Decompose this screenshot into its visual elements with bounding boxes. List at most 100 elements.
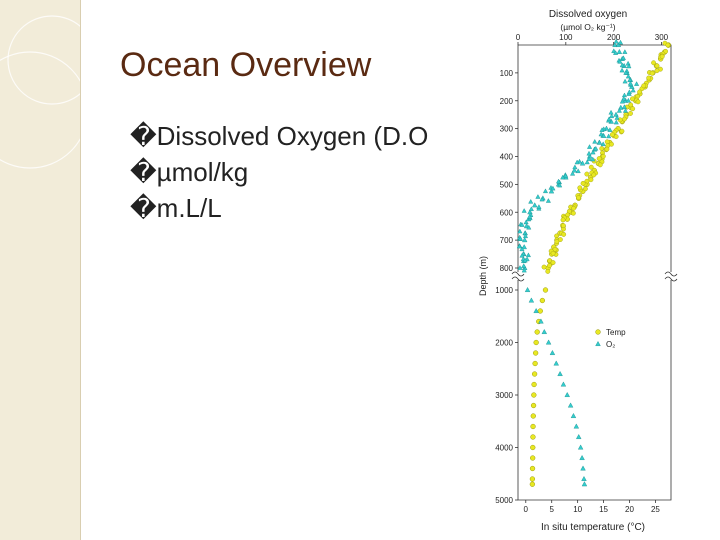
temperature-point (599, 146, 605, 151)
oxygen-point (619, 98, 625, 104)
temperature-tick-label: 5 (549, 505, 554, 514)
oxygen-point (622, 78, 628, 84)
temperature-point (630, 96, 635, 102)
oxygen-point (563, 173, 569, 178)
oxygen-point (619, 62, 625, 68)
temperature-point (600, 153, 606, 159)
temperature-tick-label: 15 (599, 505, 608, 514)
oxygen-point (592, 138, 598, 144)
temperature-point (550, 250, 556, 256)
oxygen-point (519, 222, 525, 227)
oxygen-point (517, 236, 523, 241)
oxygen-point (616, 108, 622, 113)
oxygen-point (574, 159, 580, 165)
oxygen-point (584, 159, 590, 165)
chart-legend: Temp O₂ (595, 328, 626, 349)
oxygen-point (523, 219, 529, 225)
temperature-point (588, 177, 594, 183)
oxygen-point (521, 244, 527, 250)
temperature-point (630, 106, 636, 112)
oxygen-point (580, 465, 586, 471)
oxygen-point (625, 60, 631, 66)
oxygen-point (579, 454, 585, 460)
temperature-point (554, 239, 560, 244)
oxygen-point (557, 182, 563, 188)
oxygen-point (590, 156, 596, 162)
oxygen-point (634, 81, 640, 86)
axis-break-mark (511, 271, 525, 282)
temperature-axis-title: In situ temperature (°C) (541, 522, 645, 533)
oxygen-point (553, 360, 559, 366)
temperature-point (541, 264, 547, 270)
oxygen-point (607, 127, 613, 132)
oxygen-point (541, 328, 548, 334)
depth-tick-label: 4000 (495, 444, 513, 453)
temperature-point (580, 180, 586, 186)
oxygen-point (533, 307, 539, 313)
depth-tick-label: 600 (500, 208, 514, 217)
oxygen-point (577, 444, 584, 450)
oxygen-point (627, 80, 634, 86)
oxygen-point (575, 433, 582, 439)
depth-tick-label: 300 (500, 125, 514, 134)
depth-tick-label: 200 (500, 97, 514, 106)
temperature-point (577, 185, 583, 191)
oxygen-point (522, 257, 528, 263)
oxygen-point (590, 149, 596, 155)
temperature-tick-label: 25 (651, 505, 660, 514)
oxygen-point (620, 55, 626, 61)
temperature-point (597, 162, 603, 168)
oxygen-point (626, 63, 632, 69)
oxygen-point (613, 119, 619, 125)
oxygen-point (524, 286, 531, 292)
temperature-point (604, 146, 610, 152)
depth-tick-label: 5000 (495, 496, 513, 505)
temperature-point (609, 132, 615, 137)
oxygen-point (615, 41, 622, 47)
oxygen-point (622, 49, 628, 54)
band-divider (80, 0, 81, 540)
temperature-point (545, 269, 551, 274)
oxygen-point (587, 144, 593, 149)
oxygen-point (548, 188, 555, 194)
temperature-point (588, 164, 594, 170)
oxygen-point (613, 38, 619, 44)
oxygen-point (606, 133, 612, 139)
depth-tick-label: 700 (500, 236, 514, 245)
temperature-point (646, 75, 652, 81)
oxygen-point (528, 206, 534, 211)
oxygen-point (601, 133, 607, 138)
temperature-point (604, 139, 610, 145)
oxygen-point (600, 141, 606, 147)
oxygen-point (521, 237, 528, 243)
temperature-point (576, 195, 581, 201)
oxygen-point (519, 246, 525, 252)
oxygen-point (571, 167, 578, 173)
temperature-point (531, 371, 538, 377)
bullet-item: �µmol/kg (130, 157, 249, 187)
oxygen-point (630, 87, 636, 93)
temperature-tick-label: 0 (524, 505, 529, 514)
depth-tick-label: 400 (500, 153, 514, 162)
oxygen-point (560, 174, 566, 180)
oxygen-point (521, 263, 527, 268)
oxygen-tick-label: 300 (655, 33, 669, 42)
oxygen-point (570, 412, 577, 418)
oxygen-point (517, 228, 523, 234)
temperature-point (619, 128, 625, 134)
oxygen-point (526, 224, 532, 230)
temperature-point (571, 205, 576, 211)
temperature-point (641, 83, 647, 89)
temperature-point (530, 455, 536, 461)
oxygen-point (542, 188, 549, 194)
oxygen-point (573, 423, 580, 429)
temperature-point (530, 434, 536, 440)
oxygen-point (625, 97, 631, 103)
temperature-point (560, 223, 566, 229)
depth-axis-title: Depth (m) (478, 256, 488, 296)
oxygen-point (575, 168, 581, 174)
slide-title: Ocean Overview (120, 46, 372, 84)
temperature-point (530, 413, 536, 419)
oxygen-point (627, 77, 633, 83)
oxygen-point (545, 198, 551, 203)
